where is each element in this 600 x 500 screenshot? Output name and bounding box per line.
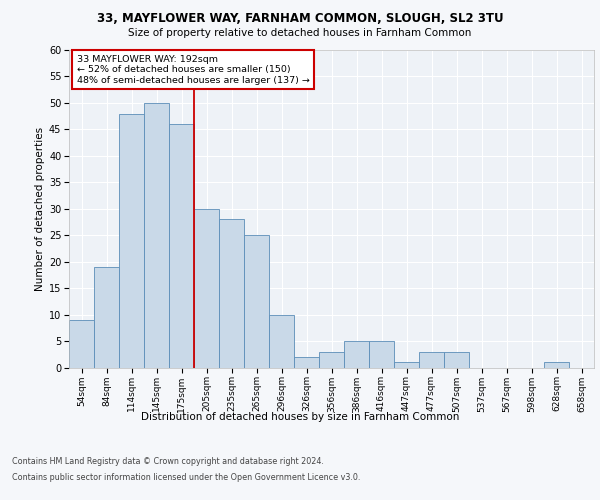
Text: Distribution of detached houses by size in Farnham Common: Distribution of detached houses by size … [141, 412, 459, 422]
Bar [194, 209, 219, 368]
Bar [294, 357, 319, 368]
Bar [369, 341, 394, 367]
Bar [269, 314, 294, 368]
Y-axis label: Number of detached properties: Number of detached properties [35, 126, 44, 291]
Text: 33, MAYFLOWER WAY, FARNHAM COMMON, SLOUGH, SL2 3TU: 33, MAYFLOWER WAY, FARNHAM COMMON, SLOUG… [97, 12, 503, 25]
Bar [419, 352, 444, 368]
Bar [169, 124, 194, 368]
Bar [394, 362, 419, 368]
Bar [144, 103, 169, 368]
Bar [544, 362, 569, 368]
Bar [344, 341, 369, 367]
Bar [444, 352, 469, 368]
Bar [119, 114, 144, 368]
Bar [319, 352, 344, 368]
Bar [94, 267, 119, 368]
Bar [219, 220, 244, 368]
Text: Contains public sector information licensed under the Open Government Licence v3: Contains public sector information licen… [12, 472, 361, 482]
Bar [69, 320, 94, 368]
Text: Size of property relative to detached houses in Farnham Common: Size of property relative to detached ho… [128, 28, 472, 38]
Bar [244, 235, 269, 368]
Text: 33 MAYFLOWER WAY: 192sqm
← 52% of detached houses are smaller (150)
48% of semi-: 33 MAYFLOWER WAY: 192sqm ← 52% of detach… [77, 55, 310, 84]
Text: Contains HM Land Registry data © Crown copyright and database right 2024.: Contains HM Land Registry data © Crown c… [12, 458, 324, 466]
